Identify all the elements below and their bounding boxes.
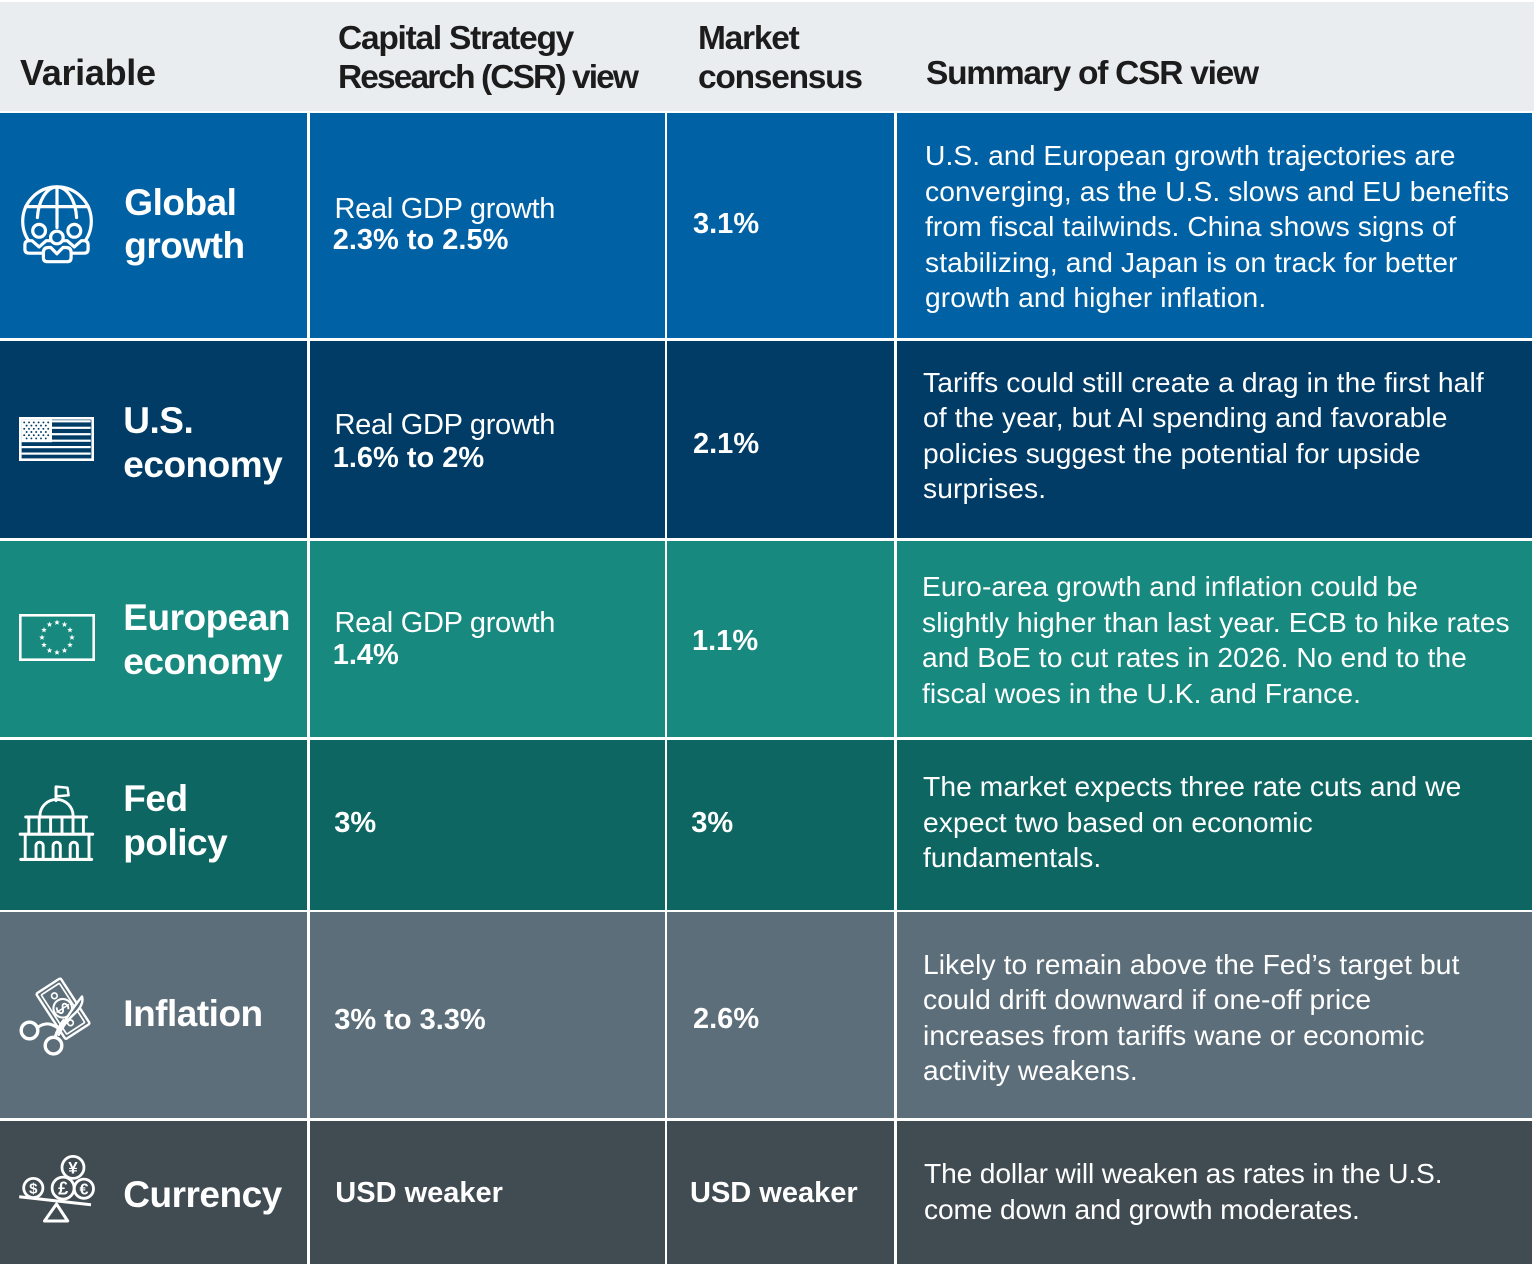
svg-text:€: € [79,1181,88,1198]
svg-text:$: $ [29,1180,38,1197]
svg-text:¥: ¥ [68,1158,78,1177]
svg-text:£: £ [58,1179,68,1199]
